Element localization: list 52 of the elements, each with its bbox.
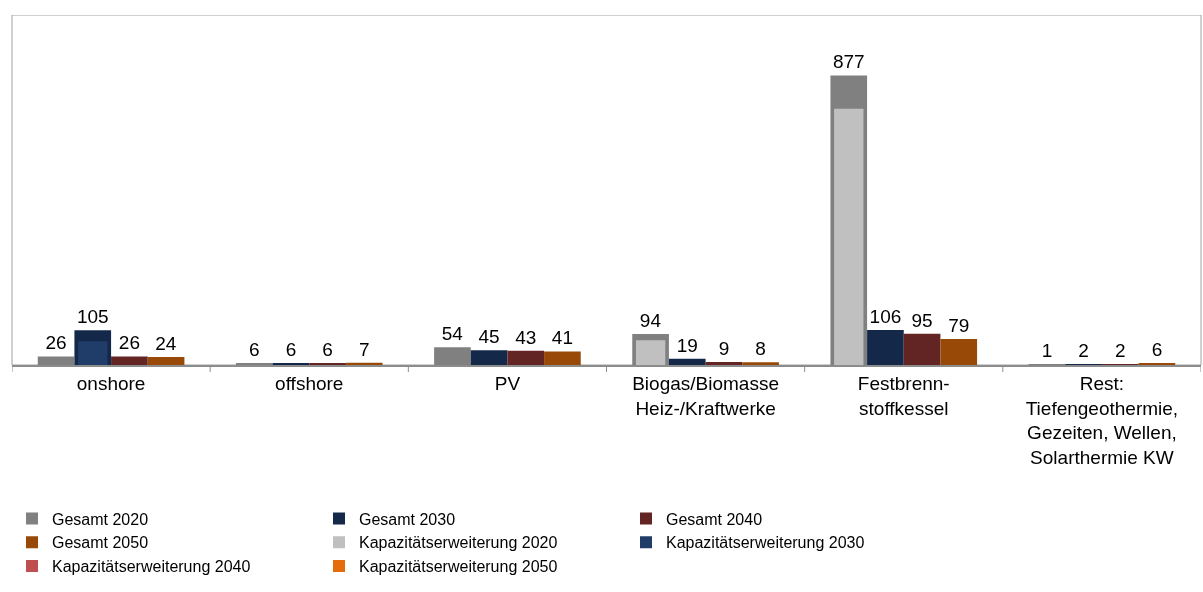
bar bbox=[834, 108, 864, 365]
bar bbox=[940, 338, 978, 365]
legend-label: Kapazitätserweiterung 2030 bbox=[666, 534, 865, 552]
bar bbox=[742, 362, 779, 365]
data-label: 2 bbox=[1114, 340, 1126, 361]
x-tick-label: Rest: Tiefengeothermie, Gezeiten, Wellen, Solarthermie KW bbox=[1025, 372, 1179, 468]
data-label: 79 bbox=[948, 314, 970, 336]
data-label: 6 bbox=[322, 339, 333, 360]
data-label: 41 bbox=[551, 327, 573, 349]
x-tick-label: offshore bbox=[275, 372, 344, 394]
legend-label: Gesamt 2030 bbox=[359, 510, 456, 528]
data-label: 8 bbox=[755, 338, 766, 360]
bar bbox=[111, 356, 148, 365]
data-label: 6 bbox=[248, 339, 260, 360]
data-label: 7 bbox=[358, 338, 370, 360]
bar bbox=[705, 362, 743, 365]
x-tick-label: onshore bbox=[76, 372, 146, 394]
data-label: 9 bbox=[718, 338, 730, 360]
data-label: 6 bbox=[285, 339, 297, 360]
data-label: 43 bbox=[515, 326, 537, 348]
data-label: 19 bbox=[676, 334, 698, 356]
data-label: 94 bbox=[639, 309, 662, 331]
bar bbox=[470, 350, 508, 365]
data-label: 26 bbox=[45, 332, 67, 354]
legend-label: Kapazitätserweiterung 2020 bbox=[359, 534, 558, 552]
data-label: 54 bbox=[441, 323, 464, 345]
data-label: 1 bbox=[1041, 340, 1053, 361]
legend-label: Gesamt 2040 bbox=[666, 510, 763, 528]
data-label: 2 bbox=[1078, 340, 1089, 361]
data-label: 105 bbox=[76, 306, 109, 328]
data-label: 106 bbox=[869, 306, 902, 327]
bar bbox=[147, 357, 185, 365]
x-tick-label: PV bbox=[494, 372, 521, 394]
bar bbox=[78, 341, 108, 365]
legend-label: Kapazitätserweiterung 2050 bbox=[359, 558, 558, 576]
bar bbox=[635, 340, 666, 365]
bar bbox=[507, 350, 545, 365]
data-label: 95 bbox=[911, 309, 933, 331]
x-tick-label: Biogas/Biomasse Heiz-/Kraftwerke bbox=[632, 372, 779, 419]
bar bbox=[668, 358, 706, 365]
x-tick-label: Festbrenn- stoffkessel bbox=[857, 372, 950, 419]
data-label: 6 bbox=[1151, 339, 1163, 360]
data-label: 877 bbox=[832, 51, 865, 73]
data-label: 24 bbox=[155, 333, 177, 355]
bar bbox=[867, 330, 904, 365]
legend-label: Gesamt 2020 bbox=[52, 510, 149, 528]
legend-label: Kapazitätserweiterung 2040 bbox=[52, 558, 251, 576]
legend-label: Gesamt 2050 bbox=[52, 534, 149, 552]
data-label: 26 bbox=[118, 332, 140, 354]
data-label: 45 bbox=[478, 326, 500, 348]
bar bbox=[544, 351, 581, 365]
bar bbox=[903, 333, 941, 365]
